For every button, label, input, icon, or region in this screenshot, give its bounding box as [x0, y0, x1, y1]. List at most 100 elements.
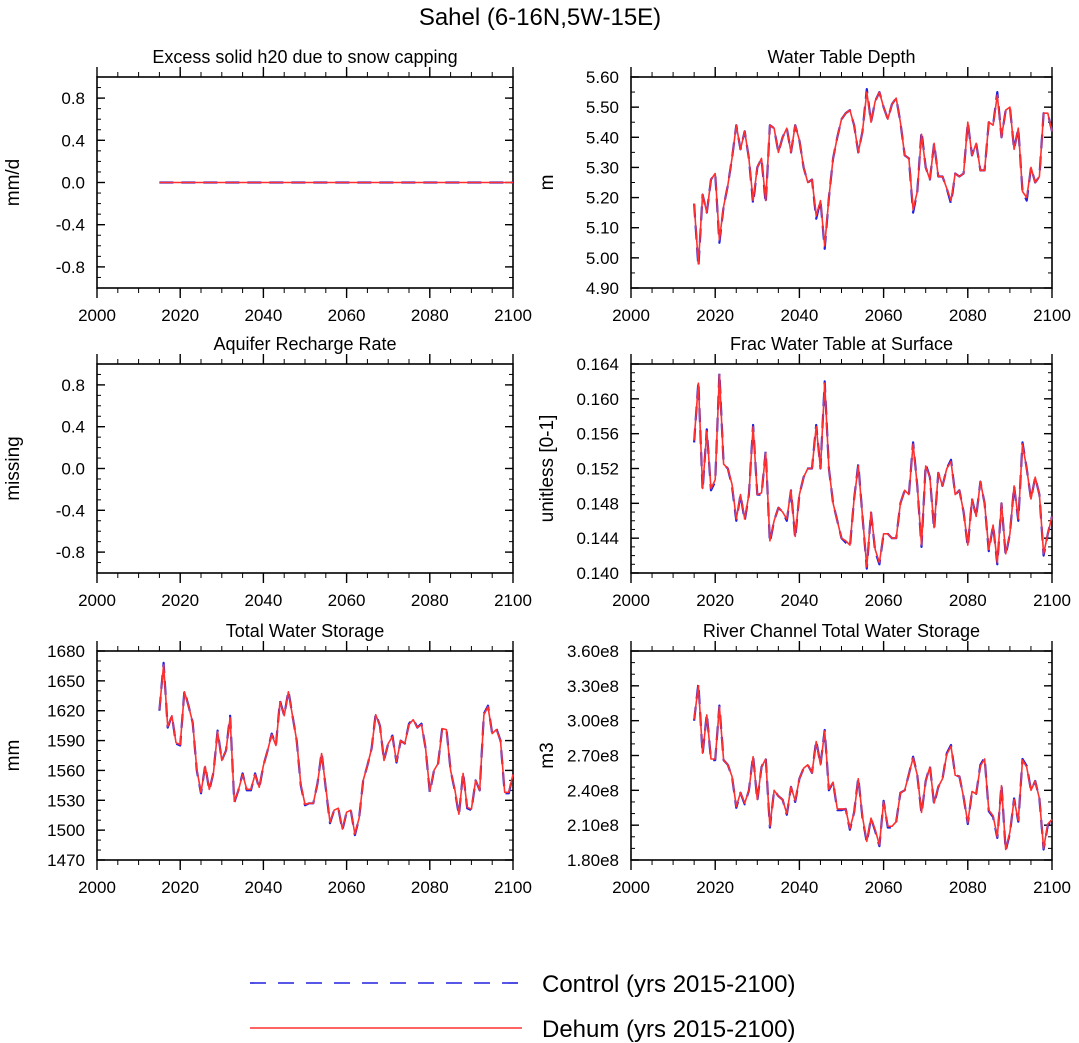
x-tick-label: 2100 — [1033, 591, 1071, 610]
x-tick-label: 2100 — [494, 878, 532, 897]
x-tick-label: 2000 — [612, 591, 650, 610]
panel-title: Water Table Depth — [767, 47, 915, 67]
x-tick-label: 2000 — [78, 306, 116, 325]
y-tick-label: 5.60 — [586, 68, 619, 87]
x-tick-label: 2080 — [411, 878, 449, 897]
x-tick-label: 2080 — [411, 591, 449, 610]
plot-frame — [630, 76, 1053, 289]
plot-frame — [96, 650, 514, 861]
y-tick-label: 0.156 — [576, 425, 619, 444]
x-tick-label: 2080 — [411, 306, 449, 325]
y-tick-label: 5.50 — [586, 98, 619, 117]
y-tick-label: 3.00e8 — [567, 712, 619, 731]
x-tick-label: 2080 — [949, 591, 987, 610]
series-line-dehum — [158, 664, 514, 835]
y-tick-label: 0.152 — [576, 460, 619, 479]
x-tick-label: 2080 — [949, 306, 987, 325]
legend: Control (yrs 2015-2100) Dehum (yrs 2015-… — [250, 971, 795, 1043]
y-tick-label: 1530 — [47, 791, 85, 810]
y-tick-label: 0.8 — [61, 376, 85, 395]
panel-frac-water-table-surface: Frac Water Table at Surface unitless [0-1… — [537, 334, 1071, 610]
y-tick-label: 2.70e8 — [567, 747, 619, 766]
panel-river-channel-storage: River Channel Total Water Storage m3 1.80e… — [537, 621, 1071, 897]
panel-excess-solid-h2o: Excess solid h20 due to snow capping mm/d… — [3, 47, 532, 325]
y-tick-label: 0.8 — [61, 89, 85, 108]
x-tick-label: 2060 — [865, 591, 903, 610]
y-tick-label: 1560 — [47, 761, 85, 780]
y-tick-label: 5.20 — [586, 189, 619, 208]
panel-title: Aquifer Recharge Rate — [213, 334, 396, 354]
y-tick-label: 2.10e8 — [567, 816, 619, 835]
plot-frame — [630, 363, 1053, 574]
x-tick-label: 2020 — [161, 306, 199, 325]
y-tick-label: 0.0 — [61, 460, 85, 479]
series-line-dehum — [693, 91, 1053, 265]
x-tick-label: 2100 — [494, 591, 532, 610]
x-tick-label: 2060 — [328, 878, 366, 897]
y-tick-label: 0.4 — [61, 418, 85, 437]
y-tick-label: 3.60e8 — [567, 642, 619, 661]
series-line-dehum — [693, 373, 1053, 568]
y-tick-label: -0.8 — [56, 258, 85, 277]
x-tick-label: 2040 — [780, 591, 818, 610]
y-tick-label: 5.30 — [586, 158, 619, 177]
y-tick-label: 5.10 — [586, 219, 619, 238]
y-tick-label: 1500 — [47, 821, 85, 840]
x-tick-label: 2020 — [696, 306, 734, 325]
figure-title: Sahel (6-16N,5W-15E) — [419, 4, 661, 31]
y-tick-label: 0.144 — [576, 529, 619, 548]
x-tick-label: 2040 — [244, 591, 282, 610]
x-tick-label: 2040 — [780, 306, 818, 325]
x-tick-label: 2020 — [696, 591, 734, 610]
y-tick-label: -0.8 — [56, 543, 85, 562]
y-tick-label: 1.80e8 — [567, 851, 619, 870]
panel-aquifer-recharge-rate: Aquifer Recharge Rate missing -0.8 -0.4 0.0 0… — [3, 334, 532, 610]
y-tick-label: 0.4 — [61, 131, 85, 150]
y-tick-label: 0.0 — [61, 174, 85, 193]
y-tick-label: 0.160 — [576, 390, 619, 409]
panel-title: Total Water Storage — [226, 621, 384, 641]
y-tick-label: 5.40 — [586, 128, 619, 147]
x-tick-label: 2080 — [949, 878, 987, 897]
x-tick-label: 2000 — [612, 878, 650, 897]
y-axis-label: mm — [3, 740, 24, 772]
panel-total-water-storage: Total Water Storage mm 1470 1500 1530 1560 159… — [3, 621, 532, 897]
legend-label-control: Control (yrs 2015-2100) — [542, 971, 795, 998]
y-axis-label: m3 — [537, 742, 558, 768]
panel-water-table-depth: Water Table Depth m 4.90 5.00 5.10 5.20 5.30 5.… — [537, 47, 1071, 325]
y-axis-label: m — [537, 175, 558, 191]
plot-frame — [630, 650, 1053, 861]
y-tick-label: 1470 — [47, 851, 85, 870]
x-tick-label: 2040 — [244, 878, 282, 897]
legend-label-dehum: Dehum (yrs 2015-2100) — [542, 1016, 795, 1043]
x-tick-label: 2020 — [161, 591, 199, 610]
y-axis-label: unitless [0-1] — [537, 415, 558, 523]
y-tick-label: 0.148 — [576, 494, 619, 513]
x-tick-label: 2060 — [865, 878, 903, 897]
x-tick-label: 2100 — [494, 306, 532, 325]
y-axis-label: missing — [3, 436, 24, 500]
y-axis-label: mm/d — [3, 159, 24, 207]
y-tick-label: 2.40e8 — [567, 781, 619, 800]
y-tick-label: 0.140 — [576, 564, 619, 583]
x-tick-label: 2040 — [780, 878, 818, 897]
x-tick-label: 2000 — [78, 591, 116, 610]
y-tick-label: 1650 — [47, 672, 85, 691]
panel-title: Excess solid h20 due to snow capping — [152, 47, 457, 67]
plot-frame — [96, 363, 514, 574]
x-tick-label: 2100 — [1033, 306, 1071, 325]
panel-title: Frac Water Table at Surface — [730, 334, 953, 354]
x-tick-label: 2020 — [696, 878, 734, 897]
x-tick-label: 2060 — [865, 306, 903, 325]
panel-title: River Channel Total Water Storage — [703, 621, 980, 641]
x-tick-label: 2000 — [612, 306, 650, 325]
y-tick-label: -0.4 — [56, 216, 85, 235]
y-tick-label: -0.4 — [56, 501, 85, 520]
y-tick-label: 4.90 — [586, 279, 619, 298]
y-tick-label: 1680 — [47, 642, 85, 661]
x-tick-label: 2060 — [328, 306, 366, 325]
x-tick-label: 2060 — [328, 591, 366, 610]
x-tick-label: 2020 — [161, 878, 199, 897]
x-tick-label: 2000 — [78, 878, 116, 897]
